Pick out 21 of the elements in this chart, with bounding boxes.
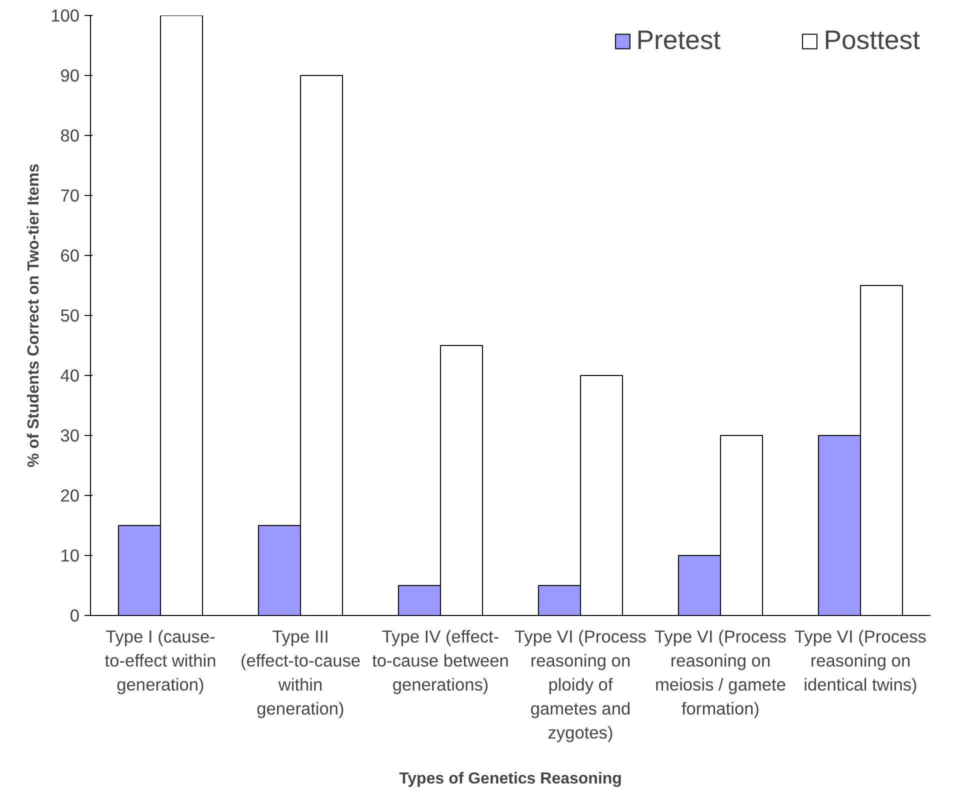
y-tick-label: 70 xyxy=(60,186,80,206)
y-tick-label: 80 xyxy=(60,126,80,146)
y-axis-title: % of Students Correct on Two-tier Items xyxy=(26,164,43,468)
legend-label: Pretest xyxy=(636,25,721,56)
y-tick-label: 100 xyxy=(50,6,80,26)
y-tick-label: 90 xyxy=(60,66,80,86)
y-tick-label: 30 xyxy=(60,426,80,446)
y-tick-label: 20 xyxy=(60,486,80,506)
y-tick-label: 10 xyxy=(60,546,80,566)
x-tick-label: Type III (effect-to-cause within generation) xyxy=(240,626,361,718)
y-tick-label: 50 xyxy=(60,306,80,326)
y-tick-label: 40 xyxy=(60,366,80,386)
y-tick-label: 60 xyxy=(60,246,80,266)
x-tick-label: Type I (cause-to-effect within generation) xyxy=(104,626,216,694)
x-tick-label: Type VI (Process reasoning on identical twins) xyxy=(794,626,927,694)
y-tick-label: 0 xyxy=(70,606,80,626)
legend-label: Posttest xyxy=(824,25,920,56)
x-axis-title: Types of Genetics Reasoning xyxy=(399,770,622,788)
x-tick-label: Type VI (Process reasoning on meiosis / gamete formation) xyxy=(654,626,787,718)
x-tick-label: Type VI (Process reasoning on ploidy of gametes and zygotes) xyxy=(514,626,647,742)
x-tick-label: Type IV (effect-to-cause between generations) xyxy=(372,626,509,694)
